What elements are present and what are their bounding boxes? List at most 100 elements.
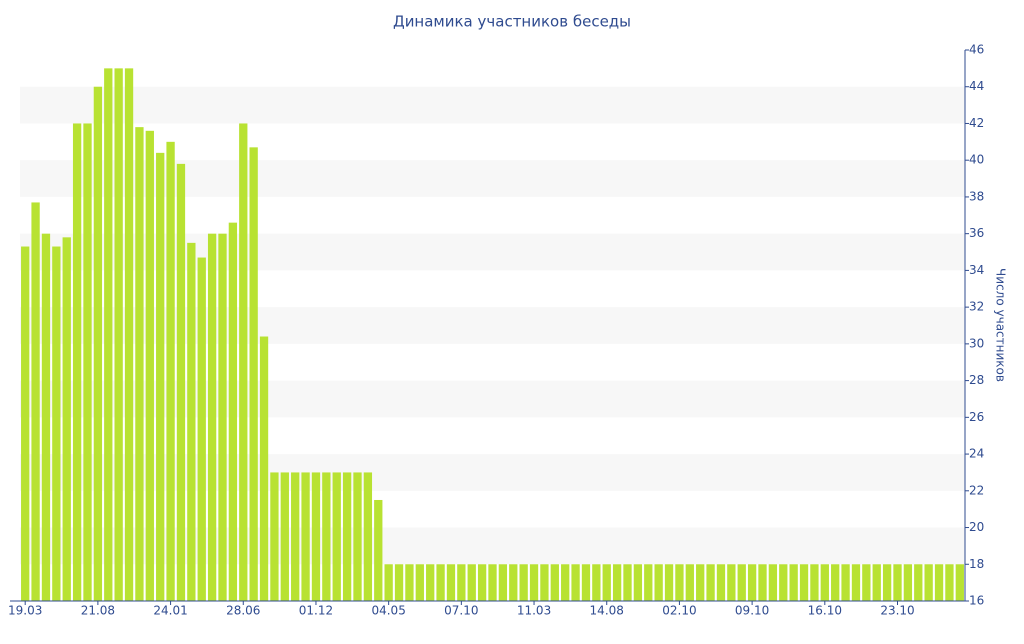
bar [768, 564, 778, 601]
bar [280, 472, 289, 601]
x-tick-label: 19.03 [8, 604, 42, 618]
bar [322, 472, 331, 601]
bar [623, 564, 632, 601]
bar [228, 222, 238, 601]
bar [789, 564, 798, 601]
bar [52, 246, 61, 602]
bar [124, 68, 134, 601]
bar [342, 472, 352, 601]
bar [156, 152, 165, 601]
bar [93, 86, 103, 601]
bar [426, 564, 435, 601]
bar [831, 564, 840, 601]
bar [394, 564, 404, 601]
bar [945, 564, 954, 601]
y-tick-label: 28 [969, 373, 984, 387]
bar [747, 564, 757, 601]
bar [62, 237, 71, 601]
x-tick-label: 21.08 [81, 604, 115, 618]
y-tick-label: 24 [969, 447, 984, 461]
bar [477, 564, 487, 601]
bar [353, 472, 362, 601]
bar [72, 123, 82, 601]
bar [644, 564, 653, 601]
bar [529, 564, 539, 601]
bar [820, 564, 829, 601]
y-tick-label: 32 [969, 300, 984, 314]
bar [737, 564, 746, 601]
bar [581, 564, 591, 601]
bar [114, 68, 123, 601]
bar [540, 564, 549, 601]
bar [903, 564, 913, 601]
bar [207, 233, 217, 601]
y-tick-label: 46 [969, 43, 984, 57]
bar [436, 564, 445, 601]
bar [758, 564, 767, 601]
bar [872, 564, 881, 601]
bar [187, 242, 196, 601]
bar [135, 127, 144, 601]
bar [706, 564, 715, 601]
bar [301, 472, 310, 601]
bar [862, 564, 871, 601]
y-tick-label: 36 [969, 226, 984, 240]
bar [696, 564, 705, 601]
bar [924, 564, 933, 601]
bar [810, 564, 819, 601]
x-tick-label: 04.05 [371, 604, 405, 618]
y-axis-label: Число участников [994, 268, 1008, 382]
bar [363, 472, 373, 601]
y-tick-label: 16 [969, 594, 984, 608]
bar [457, 564, 466, 601]
x-tick-label: 01.12 [299, 604, 333, 618]
y-tick-label: 38 [969, 189, 984, 203]
bar [851, 564, 861, 601]
bar [332, 472, 341, 601]
bar [488, 564, 497, 601]
bar [602, 564, 611, 601]
bar [176, 163, 186, 601]
bar [519, 564, 528, 601]
bar [166, 141, 175, 602]
bar [270, 472, 279, 601]
bar [218, 233, 227, 601]
x-tick-label: 11.03 [517, 604, 551, 618]
y-tick-label: 30 [969, 336, 984, 350]
y-tick-label: 42 [969, 116, 984, 130]
bar [779, 564, 788, 601]
bar [145, 130, 154, 601]
bar [799, 564, 809, 601]
bar [893, 564, 902, 601]
bar [955, 564, 964, 601]
bar [104, 68, 113, 601]
x-tick-label: 24.01 [153, 604, 187, 618]
bar [592, 564, 601, 601]
x-tick-label: 23.10 [880, 604, 914, 618]
bar [41, 233, 51, 601]
chart-title: Динамика участников беседы [393, 13, 631, 31]
x-tick-label: 02.10 [662, 604, 696, 618]
bar [654, 564, 663, 601]
bar [197, 257, 206, 601]
bar [914, 564, 923, 601]
x-tick-label: 28.06 [226, 604, 260, 618]
bar [83, 123, 92, 601]
bar [259, 336, 269, 601]
y-tick-label: 44 [969, 79, 984, 93]
x-tick-label: 16.10 [808, 604, 842, 618]
bar [934, 564, 944, 601]
y-tick-label: 40 [969, 153, 984, 167]
bar [882, 564, 892, 601]
bar [384, 564, 393, 601]
bar [239, 123, 248, 601]
bar [498, 564, 508, 601]
bar [374, 499, 383, 601]
bar [571, 564, 580, 601]
bar [405, 564, 414, 601]
bar [509, 564, 518, 601]
bar [467, 564, 476, 601]
bar [415, 564, 424, 601]
grid-band [20, 86, 965, 124]
